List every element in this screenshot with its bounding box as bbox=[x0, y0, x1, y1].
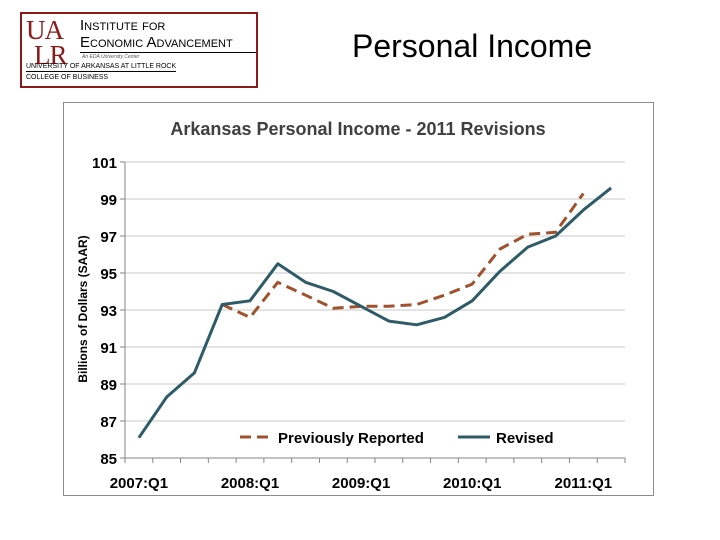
logo-mark-line2: LR bbox=[34, 40, 68, 70]
logo-rule bbox=[80, 52, 256, 53]
iea-logo: UA LR Institute for Economic Advancement… bbox=[20, 12, 258, 88]
y-tick-label: 93 bbox=[100, 303, 117, 320]
logo-line1: Institute for bbox=[80, 17, 166, 34]
y-tick-label: 89 bbox=[100, 377, 117, 394]
gridlines bbox=[125, 161, 625, 422]
y-axis-label: Billions of Dollars (SAAR) bbox=[76, 235, 90, 382]
page-title: Personal Income bbox=[352, 28, 593, 64]
y-tick-label: 99 bbox=[100, 192, 117, 209]
logo-line2: Economic Advancement bbox=[80, 34, 233, 51]
legend-label: Revised bbox=[496, 430, 554, 447]
chart-title: Arkansas Personal Income - 2011 Revision… bbox=[170, 119, 545, 139]
series-line bbox=[137, 186, 613, 439]
chart-frame bbox=[63, 102, 654, 496]
x-tick-label: 2008:Q1 bbox=[221, 475, 279, 492]
y-tick-label: 85 bbox=[100, 451, 117, 468]
x-tick-labels: 2007:Q1 2008:Q1 2009:Q1 2010:Q1 2011:Q1 bbox=[110, 475, 612, 492]
logo-divider bbox=[26, 71, 176, 72]
x-tick-label: 2010:Q1 bbox=[443, 475, 501, 492]
y-tick-label: 95 bbox=[100, 266, 117, 283]
logo-mark-line1: UA bbox=[26, 15, 64, 45]
x-tick-label: 2011:Q1 bbox=[555, 475, 613, 492]
logo-university: University of Arkansas at Little Rock bbox=[26, 63, 177, 70]
y-tick-label: 87 bbox=[100, 414, 117, 431]
legend-label: Previously Reported bbox=[278, 430, 424, 447]
y-tick-label: 101 bbox=[92, 155, 117, 172]
x-tick-label: 2007:Q1 bbox=[110, 475, 168, 492]
series-revised bbox=[137, 186, 613, 439]
series bbox=[137, 186, 613, 439]
x-tick-label: 2009:Q1 bbox=[332, 475, 390, 492]
series-previously-reported bbox=[221, 192, 585, 319]
logo-subtitle: An EDA University Center bbox=[82, 54, 140, 60]
logo-college: College of Business bbox=[26, 74, 109, 81]
y-tick-label: 97 bbox=[100, 229, 117, 246]
axes bbox=[120, 161, 626, 463]
y-tick-label: 91 bbox=[100, 340, 117, 357]
ualr-logo-mark: UA LR bbox=[26, 15, 76, 70]
legend: Previously Reported Revised bbox=[240, 430, 554, 447]
series-line bbox=[221, 192, 585, 319]
y-tick-labels: 85 87 89 91 93 95 97 99 101 bbox=[92, 155, 117, 468]
